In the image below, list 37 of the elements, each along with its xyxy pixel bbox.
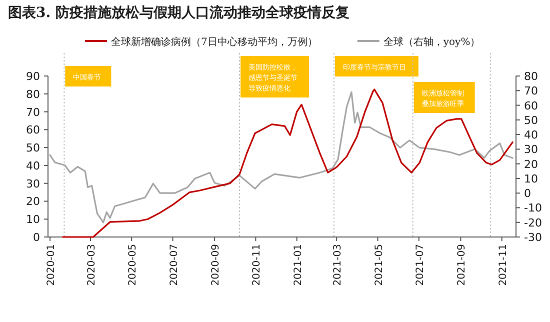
y-tick-label: 10	[26, 213, 40, 226]
x-tick-label: 2020-05	[128, 244, 139, 286]
y-tick-label: 50	[26, 142, 40, 155]
y2-tick-label: 10	[524, 172, 538, 186]
x-tick-label: 2021-07	[414, 244, 426, 286]
y-tick-label: 20	[26, 195, 40, 208]
legend-label: 全球（右轴，yoy%）	[383, 36, 480, 48]
y2-tick-label: 60	[524, 99, 538, 112]
x-tick-label: 2020-09	[210, 244, 222, 286]
x-tick-label: 2021-09	[456, 244, 468, 286]
x-tick-label: 2021-11	[498, 244, 509, 286]
y2-tick-label: 20	[524, 158, 538, 171]
x-tick-label: 2020-03	[86, 244, 98, 286]
y2-tick-label: 50	[524, 114, 538, 127]
y-tick-label: 0	[33, 231, 40, 244]
x-tick-label: 2020-07	[168, 244, 180, 286]
y2-tick-label: 80	[524, 70, 538, 83]
y2-tick-label: -20	[524, 216, 542, 230]
y-tick-label: 80	[26, 88, 40, 101]
y-tick-label: 60	[26, 124, 40, 137]
y-tick-label: 90	[26, 70, 40, 83]
y-tick-label: 40	[26, 159, 40, 172]
legend-label: 全球新增确诊病例（7日中心移动平均，万例）	[111, 36, 318, 48]
y2-tick-label: 0	[524, 187, 531, 200]
x-tick-label: 2020-11	[252, 244, 263, 286]
y2-tick-label: 70	[524, 84, 538, 98]
y2-tick-label: 40	[524, 128, 538, 142]
x-tick-label: 2021-01	[292, 244, 304, 286]
x-tick-label: 2021-03	[332, 244, 344, 286]
y2-tick-label: -30	[524, 231, 542, 244]
x-tick-label: 2021-05	[374, 244, 385, 286]
chart-title: 图表3. 防疫措施放松与假期人口流动推动全球疫情反复	[8, 4, 350, 21]
y-tick-label: 70	[26, 106, 40, 119]
y-tick-label: 30	[26, 177, 40, 190]
y2-tick-label: 30	[524, 143, 538, 156]
x-tick-label: 2020-01	[46, 244, 58, 286]
y2-tick-label: -10	[524, 202, 542, 215]
